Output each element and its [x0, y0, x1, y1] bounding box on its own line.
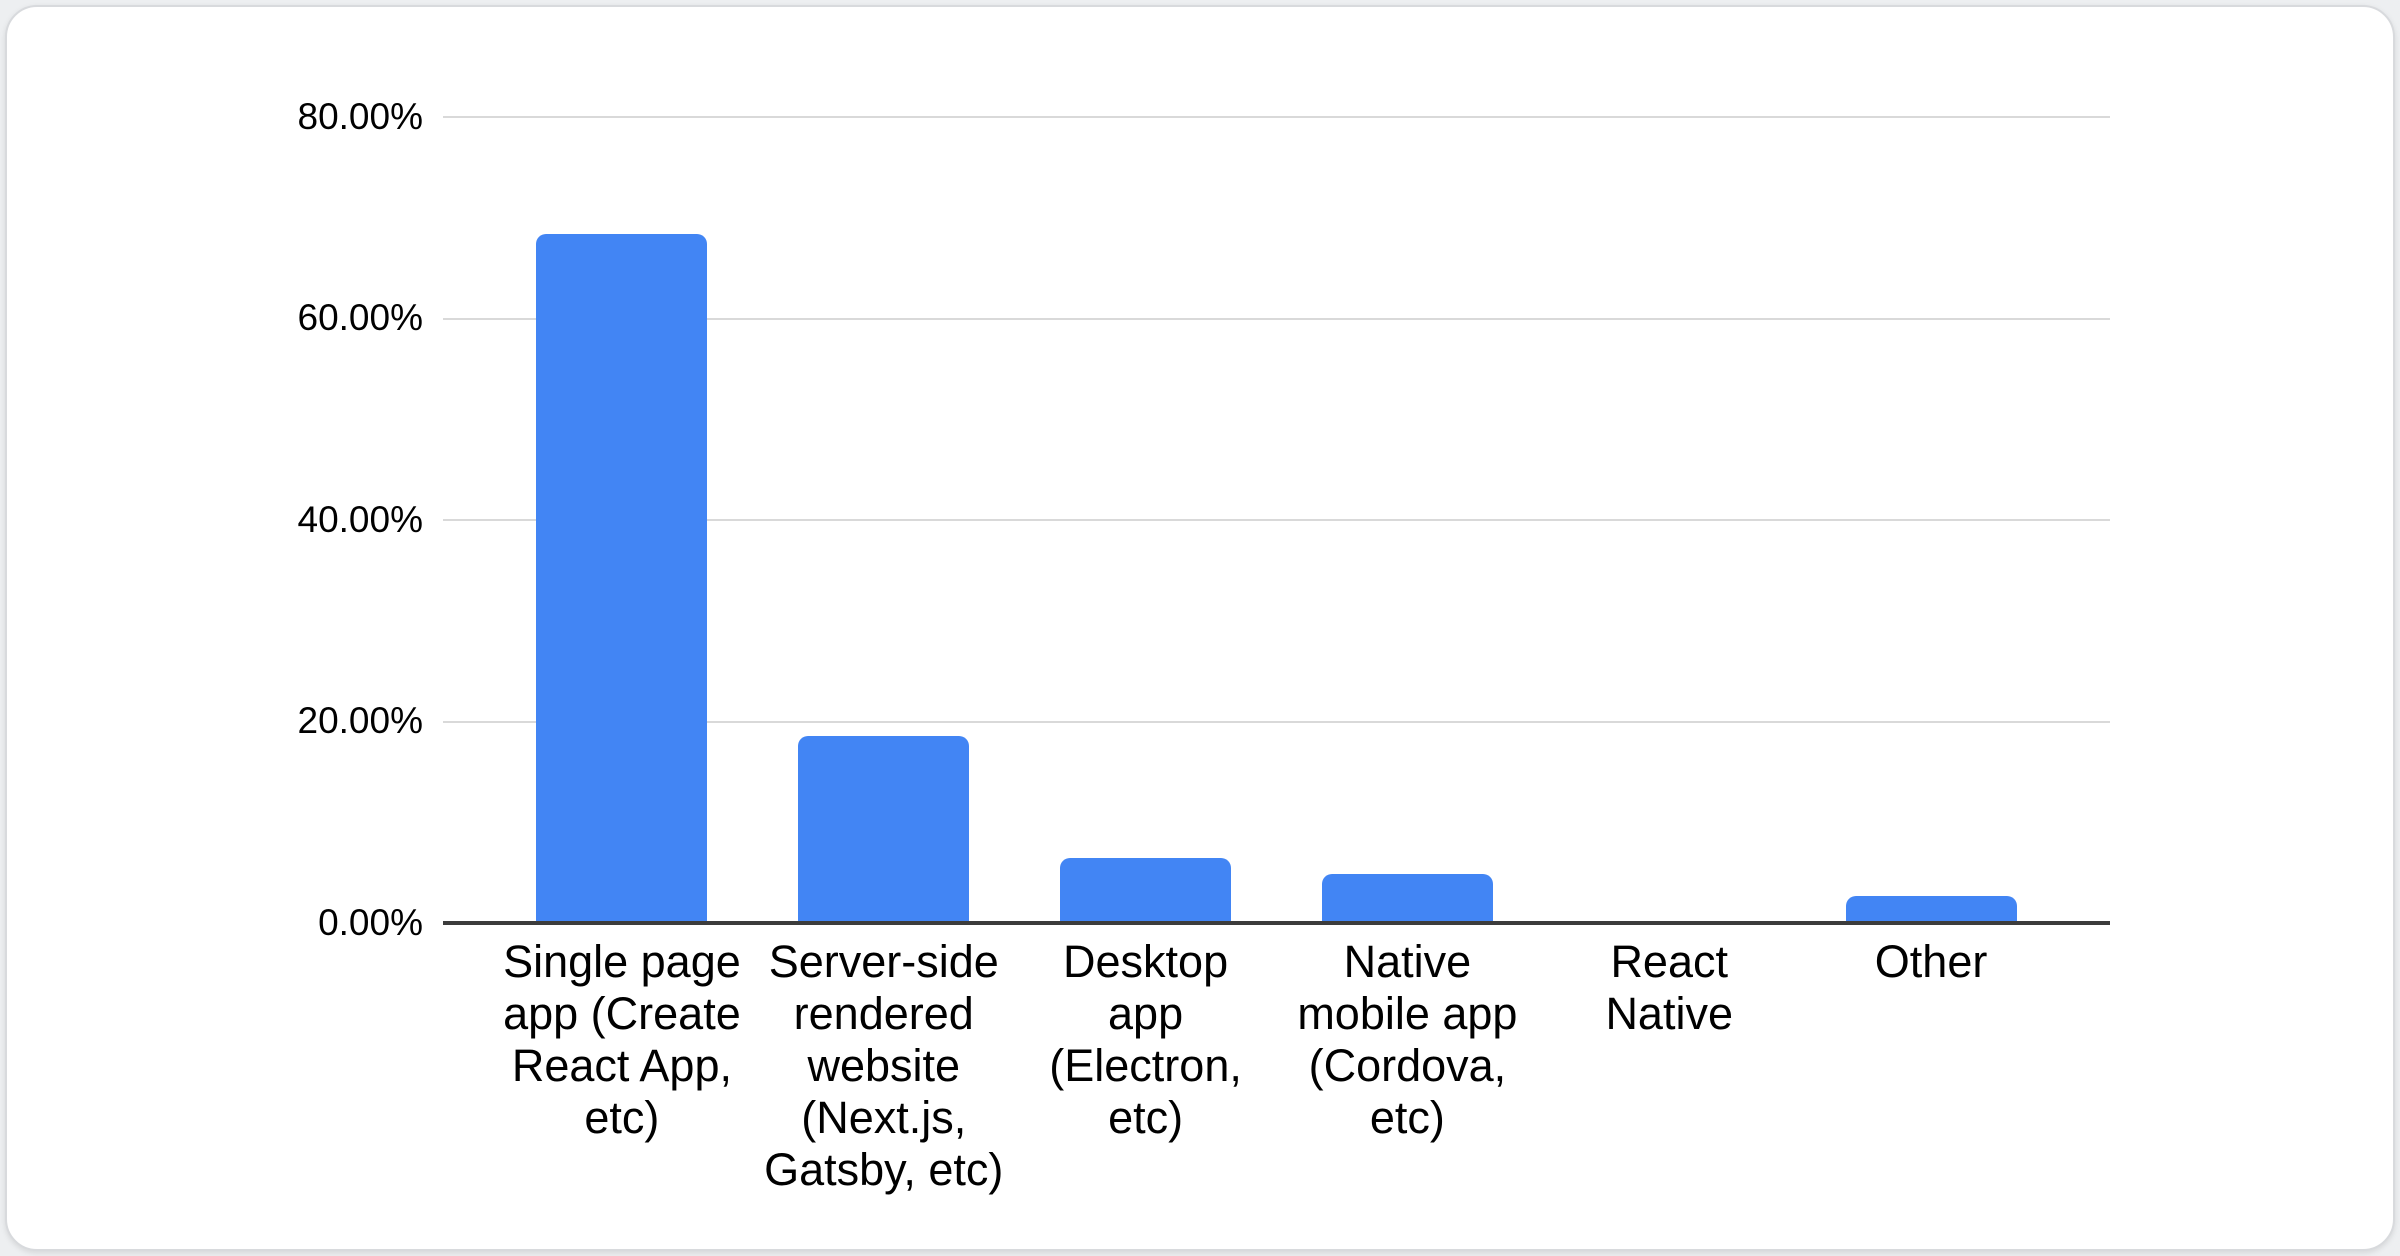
y-axis-tick-label: 20.00% — [297, 700, 424, 741]
bar-server-side-rendered[interactable] — [798, 736, 970, 921]
x-axis-label-desktop-app: Desktop app (Electron, etc) — [1049, 936, 1242, 1143]
bar-desktop-app[interactable] — [1060, 857, 1232, 921]
category-band — [1015, 117, 1277, 921]
y-axis-tick-label: 40.00% — [297, 499, 424, 540]
x-axis-label-other: Other — [1874, 936, 1988, 987]
category-band — [1538, 117, 1800, 921]
category-band — [491, 117, 753, 921]
category-band — [753, 117, 1015, 921]
bar-single-page-app[interactable] — [536, 233, 708, 921]
x-axis-labels: Single page app (Create React App, etc) … — [491, 936, 2062, 1196]
x-axis-label-react-native: React Native — [1605, 936, 1733, 1039]
y-axis-tick-label: 0.00% — [318, 902, 423, 943]
bar-other[interactable] — [1845, 895, 2017, 921]
x-axis-label-native-mobile-app: Native mobile app (Cordova, etc) — [1297, 936, 1518, 1143]
gridline-20 — [443, 721, 2110, 723]
category-band — [1800, 117, 2062, 921]
x-axis-label-single-page-app: Single page app (Create React App, etc) — [503, 936, 741, 1143]
category-band — [1276, 117, 1538, 921]
bar-native-mobile-app[interactable] — [1321, 873, 1493, 921]
x-axis-label-server-side-rendered: Server-side rendered website (Next.js, G… — [764, 936, 1004, 1195]
gridline-40 — [443, 519, 2110, 521]
x-axis-line — [443, 921, 2110, 925]
plot-area — [491, 117, 2062, 921]
chart-card — [5, 5, 2395, 1251]
gridline-80 — [443, 116, 2110, 118]
y-axis-tick-label: 80.00% — [297, 96, 424, 137]
gridline-60 — [443, 318, 2110, 320]
y-axis-tick-label: 60.00% — [297, 297, 424, 338]
